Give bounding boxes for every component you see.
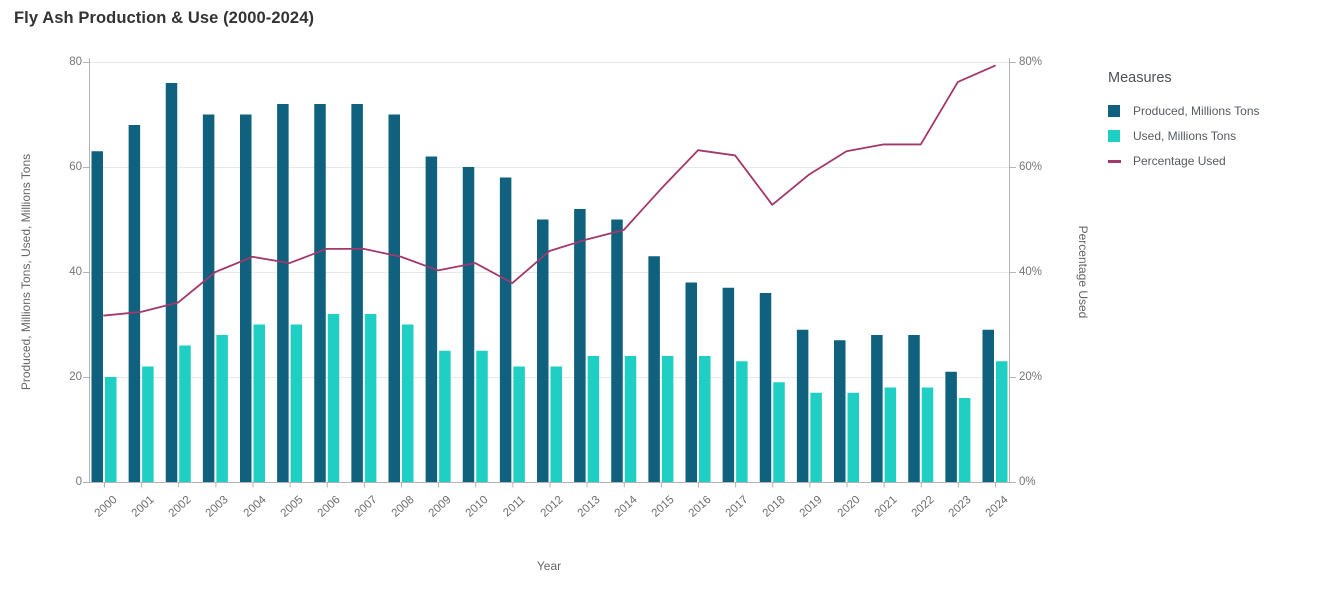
produced-bar-2014[interactable] — [611, 219, 623, 483]
produced-bar-2009[interactable] — [425, 156, 438, 483]
used-bar-2021[interactable] — [884, 387, 897, 483]
y-right-tick-0%: 0% — [1019, 476, 1036, 488]
produced-bar-2017[interactable] — [722, 287, 735, 482]
y-left-tick-60: 60 — [69, 161, 82, 173]
used-bar-2001[interactable] — [142, 366, 154, 483]
y-left-tick-40: 40 — [69, 266, 82, 278]
used-bar-2012[interactable] — [550, 366, 563, 483]
used-bar-2015[interactable] — [661, 356, 674, 482]
used-bar-2014[interactable] — [624, 356, 637, 482]
used-bar-2009[interactable] — [439, 350, 451, 482]
legend-item-percentage[interactable]: Percentage Used — [1108, 153, 1328, 169]
legend-title: Measures — [1108, 70, 1172, 86]
produced-bar-2006[interactable] — [314, 104, 326, 482]
produced-bar-2005[interactable] — [277, 104, 289, 482]
used-bar-2003[interactable] — [216, 335, 228, 482]
produced-bar-2023[interactable] — [945, 371, 957, 482]
right-axis-title: Percentage Used — [1076, 225, 1090, 319]
produced-swatch-icon — [1108, 105, 1120, 117]
produced-bar-2002[interactable] — [165, 83, 178, 482]
used-bar-2000[interactable] — [105, 377, 117, 482]
used-bar-2011[interactable] — [513, 366, 525, 483]
produced-bar-2015[interactable] — [648, 256, 660, 482]
percentage-line-swatch-icon — [1108, 159, 1121, 163]
produced-bar-2007[interactable] — [351, 104, 363, 482]
produced-bar-2016[interactable] — [685, 282, 698, 483]
y-left-tick-20: 20 — [69, 371, 82, 383]
y-right-tick-40%: 40% — [1019, 266, 1043, 278]
produced-bar-2008[interactable] — [388, 114, 401, 483]
produced-bar-2020[interactable] — [834, 340, 846, 482]
y-right-tick-20%: 20% — [1019, 371, 1043, 383]
produced-bar-2001[interactable] — [128, 125, 141, 482]
produced-bar-2013[interactable] — [574, 209, 586, 482]
produced-bar-2012[interactable] — [537, 219, 549, 483]
produced-bar-2018[interactable] — [759, 293, 772, 482]
produced-bar-2019[interactable] — [796, 329, 809, 482]
legend-item-produced[interactable]: Produced, Millions Tons — [1108, 103, 1328, 119]
legend-item-used[interactable]: Used, Millions Tons — [1108, 128, 1328, 144]
used-bar-2024[interactable] — [996, 361, 1008, 482]
used-bar-2022[interactable] — [921, 387, 934, 483]
used-bar-2019[interactable] — [810, 392, 822, 482]
used-bar-2018[interactable] — [773, 382, 785, 482]
x-axis-title: Year — [536, 559, 562, 573]
used-bar-2002[interactable] — [179, 345, 191, 483]
legend-item-label: Produced, Millions Tons — [1133, 104, 1260, 118]
y-right-tick-80%: 80% — [1019, 56, 1043, 68]
used-bar-2010[interactable] — [476, 350, 488, 482]
used-bar-2017[interactable] — [736, 361, 748, 482]
y-left-tick-0: 0 — [75, 476, 82, 488]
produced-bar-2000[interactable] — [91, 151, 104, 482]
percentage-used-line[interactable] — [103, 64, 996, 317]
used-swatch-icon — [1108, 130, 1120, 142]
y-left-tick-80: 80 — [69, 56, 82, 68]
used-bar-2016[interactable] — [699, 356, 711, 482]
used-bar-2013[interactable] — [587, 356, 600, 482]
produced-bar-2024[interactable] — [982, 329, 995, 482]
legend-item-label: Used, Millions Tons — [1133, 129, 1237, 143]
legend-item-label: Percentage Used — [1133, 154, 1226, 168]
used-bar-2006[interactable] — [327, 314, 340, 482]
used-bar-2007[interactable] — [364, 314, 377, 482]
used-bar-2020[interactable] — [847, 392, 860, 482]
y-right-tick-60%: 60% — [1019, 161, 1043, 173]
used-bar-2005[interactable] — [290, 324, 303, 483]
produced-bar-2011[interactable] — [499, 177, 512, 483]
produced-bar-2022[interactable] — [908, 335, 920, 482]
used-bar-2004[interactable] — [253, 324, 266, 483]
used-bar-2023[interactable] — [958, 398, 971, 482]
produced-bar-2021[interactable] — [871, 335, 883, 482]
produced-bar-2010[interactable] — [462, 167, 475, 482]
left-axis-title: Produced, Millions Tons, Used, Millions … — [19, 153, 33, 391]
used-bar-2008[interactable] — [402, 324, 414, 483]
legend: Measures Produced, Millions Tons Used, M… — [1108, 70, 1328, 178]
produced-bar-2004[interactable] — [240, 114, 252, 483]
produced-bar-2003[interactable] — [202, 114, 215, 483]
chart-title: Fly Ash Production & Use (2000-2024) — [14, 9, 315, 27]
